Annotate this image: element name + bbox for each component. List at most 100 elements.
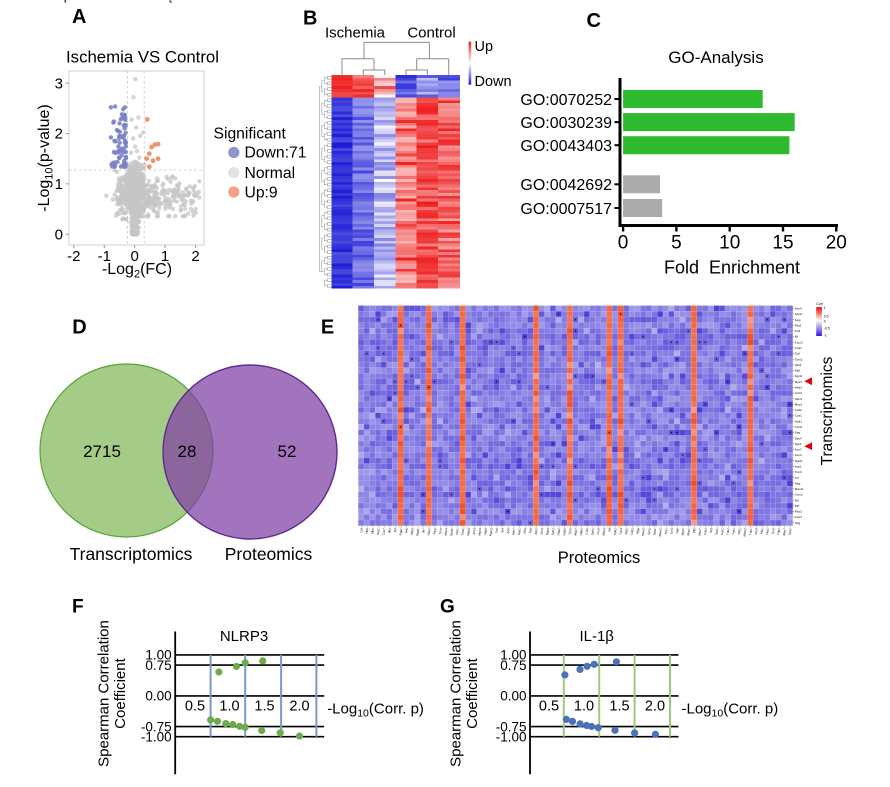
svg-text:A: A: [72, 6, 86, 28]
svg-text:Arf: Arf: [795, 476, 799, 480]
svg-text:Mys1: Mys1: [680, 528, 685, 536]
svg-text:0.75: 0.75: [500, 658, 526, 673]
svg-text:0: 0: [824, 320, 826, 324]
svg-text:Fka1: Fka1: [795, 323, 802, 327]
svg-text:-Log10(p-value): -Log10(p-value): [36, 104, 56, 211]
svg-text:Rgcl1: Rgcl1: [415, 528, 420, 536]
svg-text:3: 3: [55, 75, 63, 92]
svg-text:Coc4: Coc4: [795, 515, 802, 519]
svg-text:Slf: Slf: [608, 528, 612, 532]
svg-text:Hbh2: Hbh2: [579, 528, 584, 536]
svg-text:Transcriptomics: Transcriptomics: [819, 356, 836, 465]
svg-text:Hb6: Hb6: [365, 528, 370, 534]
svg-text:Fkk1: Fkk1: [455, 528, 460, 535]
svg-text:IL-1β: IL-1β: [579, 628, 614, 645]
svg-text:-Log2(FC): -Log2(FC): [102, 261, 172, 281]
svg-text:Fgk1: Fgk1: [795, 442, 802, 446]
svg-text:-0.5: -0.5: [824, 327, 830, 331]
svg-text:Control: Control: [407, 25, 455, 42]
svg-text:Tpp1: Tpp1: [748, 528, 753, 536]
svg-text:52: 52: [278, 442, 297, 461]
svg-text:Cor5: Cor5: [596, 528, 601, 535]
svg-text:Mam2: Mam2: [658, 528, 663, 537]
svg-text:Ischemia: Ischemia: [325, 25, 386, 42]
svg-text:-2: -2: [67, 248, 80, 265]
svg-text:Spc4: Spc4: [795, 436, 802, 440]
svg-text:Tpr5: Tpr5: [669, 528, 674, 535]
svg-text:0: 0: [55, 227, 63, 244]
svg-text:Ccm2: Ccm2: [795, 340, 803, 344]
svg-text:Ile7: Ile7: [421, 528, 426, 534]
svg-text:Mam2: Mam2: [795, 487, 804, 491]
svg-text:Spg: Spg: [795, 521, 801, 525]
svg-text:Seh2: Seh2: [551, 528, 556, 536]
svg-text:10: 10: [719, 233, 740, 254]
svg-text:Hbr5: Hbr5: [795, 363, 802, 367]
svg-text:Ace7: Ace7: [795, 448, 802, 452]
svg-text:Hba1: Hba1: [795, 386, 803, 390]
svg-text:Ilt3: Ilt3: [393, 528, 397, 533]
svg-text:Coh2: Coh2: [703, 528, 708, 536]
svg-text:Ilr5: Ilr5: [795, 498, 799, 502]
svg-text:0.75: 0.75: [145, 658, 171, 673]
svg-text:2715: 2715: [83, 442, 121, 461]
svg-text:0.00: 0.00: [500, 689, 526, 704]
svg-text:Cob2: Cob2: [795, 408, 803, 412]
svg-text:Hbg: Hbg: [795, 481, 801, 485]
svg-text:C: C: [587, 10, 601, 32]
svg-text:Proteomics: Proteomics: [558, 549, 641, 567]
svg-text:Slh2: Slh2: [370, 528, 375, 535]
svg-text:Sph2: Sph2: [613, 528, 618, 536]
svg-text:G: G: [440, 597, 455, 618]
svg-text:Ild: Ild: [795, 335, 799, 339]
svg-text:Fold Enrichment: Fold Enrichment: [664, 258, 800, 278]
svg-text:Tpc4: Tpc4: [619, 528, 624, 535]
svg-text:-1: -1: [98, 248, 111, 265]
svg-text:Rgc4: Rgc4: [545, 528, 550, 536]
svg-text:Plr5: Plr5: [523, 528, 528, 534]
svg-text:Mye7: Mye7: [782, 528, 787, 536]
svg-text:Myn3: Myn3: [477, 528, 482, 536]
svg-text:Hbn3: Hbn3: [795, 397, 803, 401]
svg-text:Hbf: Hbf: [709, 528, 713, 533]
svg-text:Cob2: Cob2: [630, 528, 635, 536]
svg-text:Normal: Normal: [245, 165, 296, 182]
svg-text:Spearman Correlation: Spearman Correlation: [448, 620, 465, 767]
svg-text:Fkcl1: Fkcl1: [795, 510, 802, 514]
svg-text:Spx1: Spx1: [714, 528, 719, 536]
svg-text:Ser5: Ser5: [540, 528, 545, 535]
svg-text:Coe7: Coe7: [382, 528, 387, 536]
svg-text:B: B: [303, 8, 317, 30]
svg-text:-1: -1: [824, 334, 827, 338]
svg-text:E: E: [321, 317, 334, 339]
svg-text:0.5: 0.5: [185, 699, 205, 715]
svg-text:Fkk1: Fkk1: [765, 528, 770, 535]
svg-text:0.5: 0.5: [824, 314, 829, 318]
svg-text:Tpn3: Tpn3: [795, 470, 802, 474]
svg-text:GO:0030239: GO:0030239: [520, 115, 612, 132]
svg-text:Slcl1: Slcl1: [624, 528, 629, 535]
svg-text:GO-Analysis: GO-Analysis: [668, 48, 763, 67]
svg-text:Gpk1: Gpk1: [590, 528, 595, 536]
svg-text:-Log10(Corr. p): -Log10(Corr. p): [327, 701, 424, 720]
svg-text:Sef: Sef: [500, 528, 504, 533]
svg-text:Fgcl1: Fgcl1: [795, 374, 803, 378]
svg-text:Cxf: Cxf: [359, 528, 363, 533]
svg-text:Arn3: Arn3: [472, 528, 477, 535]
svg-text:Tncl1: Tncl1: [460, 528, 465, 536]
svg-text:1.5: 1.5: [254, 699, 274, 715]
svg-text:Myn3: Myn3: [466, 528, 471, 536]
svg-text:2: 2: [55, 126, 63, 143]
svg-text:2.0: 2.0: [645, 699, 665, 715]
svg-text:1: 1: [161, 248, 169, 265]
svg-text:Coefficient: Coefficient: [464, 657, 481, 728]
svg-text:0: 0: [618, 233, 629, 254]
svg-text:Mye7: Mye7: [697, 528, 702, 536]
svg-text:GO:0043403: GO:0043403: [520, 138, 612, 155]
svg-text:Proteomics: Proteomics: [225, 544, 313, 564]
svg-text:Col2: Col2: [585, 528, 590, 535]
svg-text:D: D: [72, 317, 86, 339]
svg-text:Pld: Pld: [795, 504, 800, 508]
svg-text:Myp1: Myp1: [795, 402, 803, 406]
svg-text:Coefficient: Coefficient: [112, 657, 129, 728]
